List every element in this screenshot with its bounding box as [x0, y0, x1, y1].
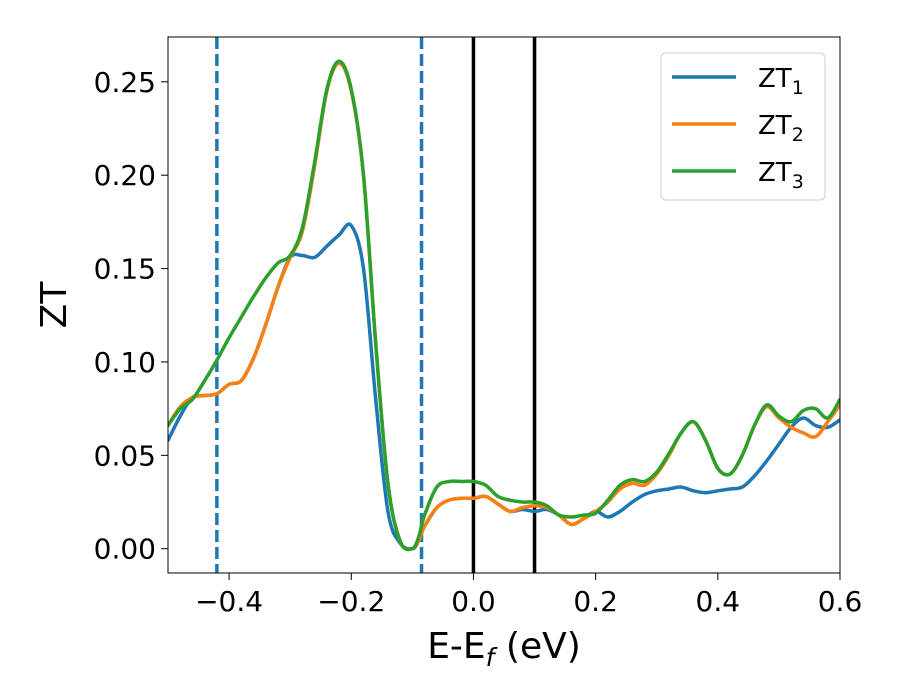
x-axis-title: E-Ef (eV) [427, 626, 581, 672]
y-tick-label: 0.00 [94, 533, 156, 566]
legend-label-main: ZT [758, 111, 792, 141]
x-tick-label: −0.2 [317, 585, 385, 618]
legend-label-main: ZT [758, 158, 792, 188]
series-lines [168, 59, 840, 552]
legend-label-3: ZT3 [758, 158, 804, 193]
y-axis-title: ZT [34, 281, 75, 329]
y-tick-label: 0.05 [94, 439, 156, 472]
x-tick-label: 0.4 [696, 585, 741, 618]
x-tick-label: 0.6 [818, 585, 863, 618]
plot-frame [167, 36, 841, 574]
x-axis-title-unit: (eV) [494, 626, 580, 667]
reference-lines [215, 37, 537, 573]
x-tick-label: 0.0 [451, 585, 496, 618]
legend-label-2: ZT2 [758, 111, 804, 146]
x-tick-label: −0.4 [195, 585, 263, 618]
legend-label-sub: 2 [792, 124, 804, 146]
legend-label-sub: 1 [792, 77, 804, 99]
x-axis: −0.4 −0.2 0.0 0.2 0.4 0.6 [195, 573, 862, 618]
y-tick-label: 0.15 [94, 253, 156, 286]
legend-label-main: ZT [758, 64, 792, 94]
y-tick-label: 0.10 [94, 346, 156, 379]
x-tick-label: 0.2 [573, 585, 618, 618]
y-tick-label: 0.25 [94, 66, 156, 99]
legend-label-sub: 3 [792, 171, 804, 193]
legend-label-1: ZT1 [758, 64, 804, 99]
x-axis-title-main: E-E [427, 626, 485, 667]
y-tick-label: 0.20 [94, 159, 156, 192]
legend-box [660, 52, 826, 201]
series-line-3 [168, 59, 840, 552]
y-axis: 0.00 0.05 0.10 0.15 0.20 0.25 [94, 66, 168, 566]
